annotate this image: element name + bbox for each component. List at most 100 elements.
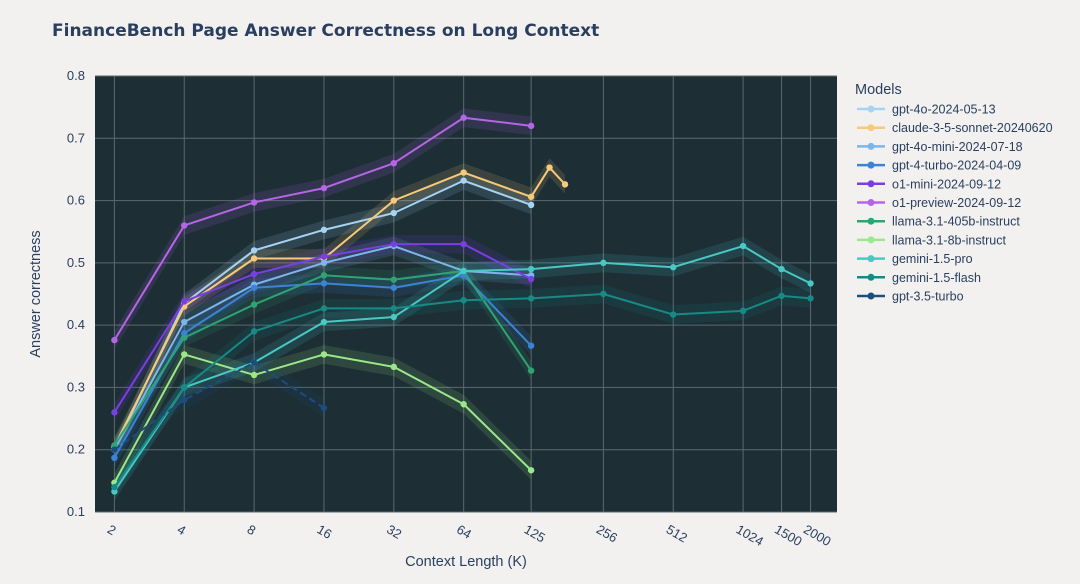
x-tick-label: 16 [314,522,334,542]
data-point [111,454,118,462]
data-point [390,284,398,291]
x-tick-label: 1500 [772,522,805,549]
data-point [181,396,188,404]
legend-item: gpt-3.5-turbo [857,290,964,304]
legend-label: o1-mini-2024-09-12 [892,177,1001,191]
y-tick-label: 0.1 [67,504,85,519]
legend: gpt-4o-2024-05-13 claude-3-5-sonnet-20240… [857,103,1053,304]
data-point [181,298,188,305]
y-tick-label: 0.6 [67,193,85,208]
data-point [778,292,785,300]
data-point [527,275,535,283]
data-point [460,114,467,121]
legend-swatch-marker [867,273,875,281]
confidence-band [114,265,532,468]
confidence-band [114,108,532,350]
data-point [739,242,747,250]
plot-area [95,76,837,512]
legend-swatch-marker [867,124,875,132]
data-point [181,222,188,229]
legend-swatch-marker [867,255,875,263]
data-point [460,169,467,176]
x-tick-label: 8 [245,522,259,539]
data-point [546,164,553,171]
data-point [807,280,814,287]
data-point [600,259,607,267]
x-tick-label: 512 [664,522,690,546]
legend-label: o1-preview-2024-09-12 [892,196,1021,210]
data-point [111,483,118,491]
y-axis-label: Answer correctness [28,230,44,357]
series-line [113,293,811,488]
confidence-band [114,234,532,422]
y-tick-label: 0.3 [67,379,85,394]
data-point [390,305,398,312]
data-point [527,201,535,209]
data-point [181,318,188,326]
legend-swatch-marker [867,199,875,206]
confidence-band [114,353,324,460]
data-point [111,409,118,416]
data-point [320,259,328,267]
x-tick-label: 64 [454,522,474,542]
series-lines [111,114,814,495]
data-point [739,307,747,315]
data-point [670,311,677,318]
x-tick-label: 256 [594,522,620,546]
grid [95,75,837,513]
data-point [527,295,535,302]
x-tick-label: 32 [384,522,404,542]
confidence-band [114,158,566,456]
data-point [561,181,569,188]
legend-swatch-marker [867,180,875,188]
data-point [600,290,607,298]
legend-swatch-marker [867,105,875,113]
legend-label: llama-3.1-405b-instruct [892,215,1020,229]
data-point [390,313,398,321]
data-point [460,401,467,408]
legend-item: llama-3.1-405b-instruct [857,215,1020,229]
x-tick-label: 125 [522,522,548,546]
data-point [250,247,258,254]
legend-label: claude-3-5-sonnet-20240620 [892,121,1053,135]
legend-item: llama-3.1-8b-instruct [857,233,1006,247]
y-tick-label: 0.7 [67,130,85,145]
legend-item: o1-preview-2024-09-12 [857,196,1021,210]
data-point [390,363,398,371]
data-point [527,342,535,349]
legend-label: gpt-4o-2024-05-13 [892,103,996,117]
series-line [113,361,325,451]
data-point [111,336,118,344]
data-point [320,253,328,260]
data-point [320,318,328,326]
data-point [250,371,258,379]
x-tick-label: 2000 [801,522,834,549]
data-point [390,197,398,204]
y-tick-label: 0.8 [67,68,85,83]
data-point [111,446,118,453]
legend-swatch-marker [867,142,875,150]
legend-label: gpt-4-turbo-2024-04-09 [892,159,1021,173]
data-point [527,467,535,474]
y-tick-label: 0.5 [67,255,85,270]
legend-swatch-marker [867,292,875,300]
series-line [113,245,812,493]
data-point [320,305,328,312]
data-point [320,272,328,279]
legend-swatch-marker [867,161,875,169]
data-point [807,295,814,302]
data-point [250,270,258,278]
legend-item: gemini-1.5-flash [857,271,981,285]
x-tick-label: 4 [175,522,189,539]
x-axis-label: Context Length (K) [405,554,527,570]
confidence-band [114,284,811,497]
x-tick-label: 1024 [734,522,767,549]
legend-item: o1-mini-2024-09-12 [857,177,1001,191]
data-point [390,240,398,248]
data-point [460,297,467,304]
legend-item: gpt-4-turbo-2024-04-09 [857,159,1021,173]
data-point [527,367,535,374]
data-point [320,280,328,287]
